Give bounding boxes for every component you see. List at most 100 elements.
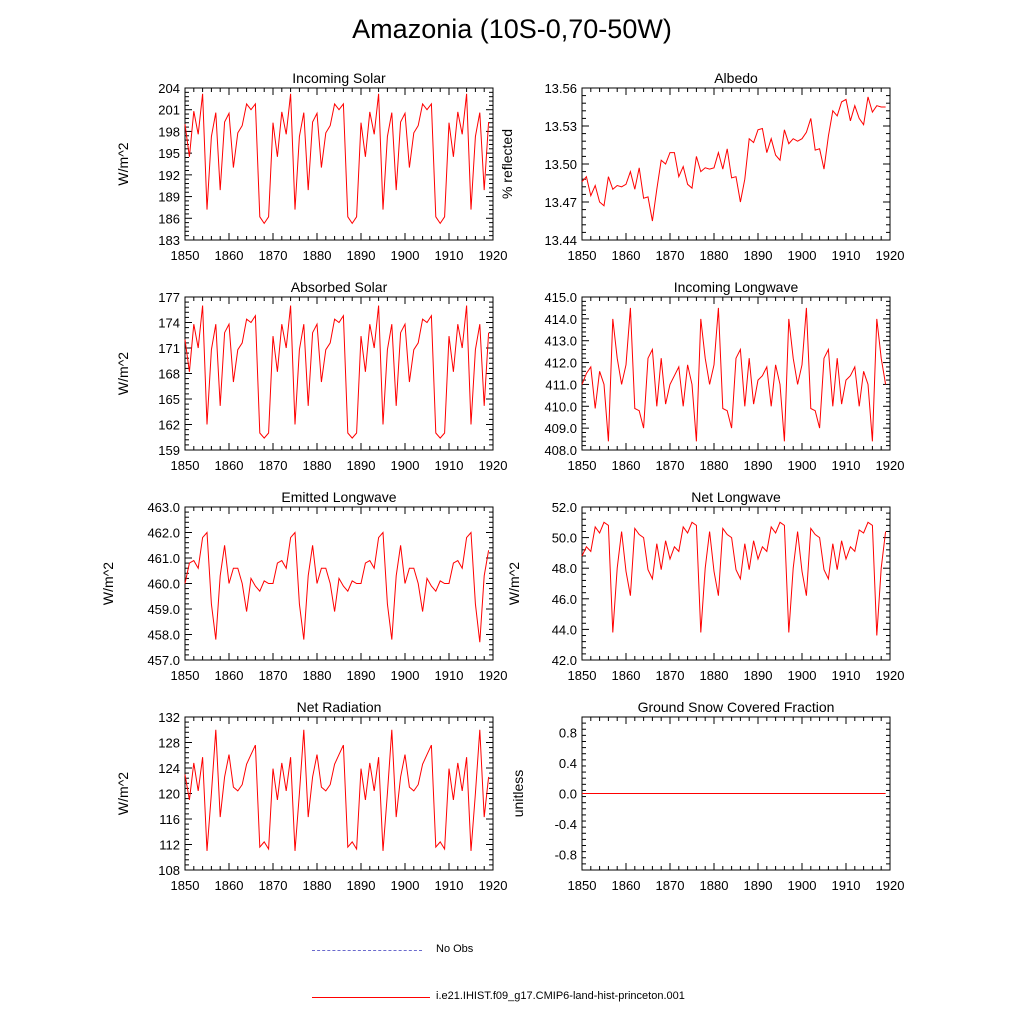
legend-obs-label: No Obs bbox=[436, 943, 474, 955]
panel-3-xtick-label: 1860 bbox=[215, 458, 244, 473]
panel-4-frame bbox=[581, 296, 891, 451]
panel-3-ytick-label: 162 bbox=[158, 418, 180, 433]
panel-2-ytick-label: 13.44 bbox=[544, 233, 577, 248]
panel-7-xtick-label: 1910 bbox=[435, 878, 464, 893]
panel-2-xtick-label: 1910 bbox=[832, 248, 861, 263]
panel-5-series-line bbox=[184, 531, 490, 643]
panel-8-ytick-label: 0.8 bbox=[559, 725, 577, 740]
panel-6-ylabel: W/m^2 bbox=[506, 562, 522, 605]
page-title: Amazonia (10S-0,70-50W) bbox=[352, 14, 672, 44]
panel-3-xtick-label: 1900 bbox=[391, 458, 420, 473]
panel-5-xtick-label: 1850 bbox=[171, 668, 200, 683]
panel-7-xtick-label: 1880 bbox=[303, 878, 332, 893]
panel-2-ylabel: % reflected bbox=[499, 129, 515, 199]
panel-1-ytick-label: 189 bbox=[158, 190, 180, 205]
panel-6-ytick-label: 44.0 bbox=[552, 622, 577, 637]
panel-2-xtick-label: 1920 bbox=[876, 248, 905, 263]
panel-5-xtick-label: 1910 bbox=[435, 668, 464, 683]
panel-3-frame bbox=[184, 296, 494, 451]
panel-1-series-line bbox=[184, 93, 490, 225]
panel-2-xtick-label: 1890 bbox=[744, 248, 773, 263]
legend-obs-swatch bbox=[312, 950, 422, 951]
panel-8-xtick-label: 1900 bbox=[788, 878, 817, 893]
panel-3-ytick-label: 159 bbox=[158, 443, 180, 458]
panel-7-xtick-label: 1870 bbox=[259, 878, 288, 893]
panel-3-xtick-label: 1880 bbox=[303, 458, 332, 473]
panel-5-xtick-label: 1900 bbox=[391, 668, 420, 683]
panel-1-ytick-label: 201 bbox=[158, 103, 180, 118]
panel-8-xtick-label: 1920 bbox=[876, 878, 905, 893]
panel-3-xtick-label: 1870 bbox=[259, 458, 288, 473]
panel-8-ylabel: unitless bbox=[510, 770, 526, 817]
panel-6-frame bbox=[581, 506, 891, 661]
panel-7-xtick-label: 1890 bbox=[347, 878, 376, 893]
panel-5-xtick-label: 1870 bbox=[259, 668, 288, 683]
panel-7-ylabel: W/m^2 bbox=[115, 772, 131, 815]
panel-7-ytick-label: 128 bbox=[158, 736, 180, 751]
panel-1-xtick-label: 1860 bbox=[215, 248, 244, 263]
panel-6-series-line bbox=[581, 521, 887, 636]
panel-4-ytick-label: 411.0 bbox=[545, 377, 577, 392]
panel-1-ytick-label: 204 bbox=[158, 81, 180, 96]
panel-5-xtick-label: 1890 bbox=[347, 668, 376, 683]
panel-8-ytick-label: 0.4 bbox=[559, 756, 577, 771]
panel-1-ytick-label: 195 bbox=[158, 146, 180, 161]
panel-3-ytick-label: 174 bbox=[158, 316, 180, 331]
panel-5-ylabel: W/m^2 bbox=[100, 562, 116, 605]
panel-4-ytick-label: 412.0 bbox=[544, 356, 577, 371]
panel-4-xtick-label: 1910 bbox=[832, 458, 861, 473]
panel-2-title: Albedo bbox=[714, 70, 758, 86]
panel-5-ytick-label: 463.0 bbox=[147, 500, 180, 515]
panel-4-ytick-label: 413.0 bbox=[544, 334, 577, 349]
panel-7-ytick-label: 112 bbox=[159, 838, 180, 853]
panel-4-xtick-label: 1850 bbox=[568, 458, 597, 473]
panel-1-xtick-label: 1890 bbox=[347, 248, 376, 263]
panel-8-xtick-label: 1890 bbox=[744, 878, 773, 893]
panel-4-ytick-label: 408.0 bbox=[544, 443, 577, 458]
panel-3-xtick-label: 1910 bbox=[435, 458, 464, 473]
panel-1-xtick-label: 1920 bbox=[479, 248, 508, 263]
panel-5-ytick-label: 461.0 bbox=[147, 551, 180, 566]
panel-8-ytick-label: -0.8 bbox=[555, 848, 577, 863]
panel-3-series-line bbox=[184, 305, 490, 439]
panel-5-ytick-label: 460.0 bbox=[147, 577, 180, 592]
panel-2-ytick-label: 13.56 bbox=[544, 81, 577, 96]
panel-1-xtick-label: 1850 bbox=[171, 248, 200, 263]
panel-5-ytick-label: 459.0 bbox=[147, 602, 180, 617]
panel-1-frame bbox=[184, 87, 494, 241]
panel-6-ytick-label: 42.0 bbox=[552, 653, 577, 668]
panel-4-ytick-label: 414.0 bbox=[544, 312, 577, 327]
panel-3-xtick-label: 1890 bbox=[347, 458, 376, 473]
panel-2-frame bbox=[581, 87, 891, 241]
panel-4-series-line bbox=[581, 307, 887, 442]
panel-7-frame bbox=[184, 716, 494, 871]
panel-6-xtick-label: 1910 bbox=[832, 668, 861, 683]
panel-6-xtick-label: 1890 bbox=[744, 668, 773, 683]
panel-4-ytick-label: 409.0 bbox=[544, 421, 577, 436]
panel-1-xtick-label: 1900 bbox=[391, 248, 420, 263]
panel-6-xtick-label: 1850 bbox=[568, 668, 597, 683]
panel-2-xtick-label: 1870 bbox=[656, 248, 685, 263]
panel-1-ytick-label: 192 bbox=[158, 168, 180, 183]
panel-3-ytick-label: 168 bbox=[158, 367, 180, 382]
panel-8-xtick-label: 1850 bbox=[568, 878, 597, 893]
panel-2-xtick-label: 1900 bbox=[788, 248, 817, 263]
panel-8-xtick-label: 1870 bbox=[656, 878, 685, 893]
panel-5-xtick-label: 1860 bbox=[215, 668, 244, 683]
panel-1-xtick-label: 1880 bbox=[303, 248, 332, 263]
panel-6-xtick-label: 1900 bbox=[788, 668, 817, 683]
panel-6-xtick-label: 1880 bbox=[700, 668, 729, 683]
panel-1-ytick-label: 183 bbox=[158, 233, 180, 248]
panel-1-ytick-label: 198 bbox=[158, 124, 180, 139]
panel-3-xtick-label: 1850 bbox=[171, 458, 200, 473]
panel-8-xtick-label: 1860 bbox=[612, 878, 641, 893]
panel-5-xtick-label: 1880 bbox=[303, 668, 332, 683]
panel-4-xtick-label: 1920 bbox=[876, 458, 905, 473]
panel-3-ytick-label: 171 bbox=[158, 341, 180, 356]
panel-6-xtick-label: 1870 bbox=[656, 668, 685, 683]
panel-4-ytick-label: 410.0 bbox=[544, 399, 577, 414]
legend-model-label: i.e21.IHIST.f09_g17.CMIP6-land-hist-prin… bbox=[436, 990, 685, 1002]
panel-7-ytick-label: 116 bbox=[159, 812, 180, 827]
panel-7-xtick-label: 1850 bbox=[171, 878, 200, 893]
